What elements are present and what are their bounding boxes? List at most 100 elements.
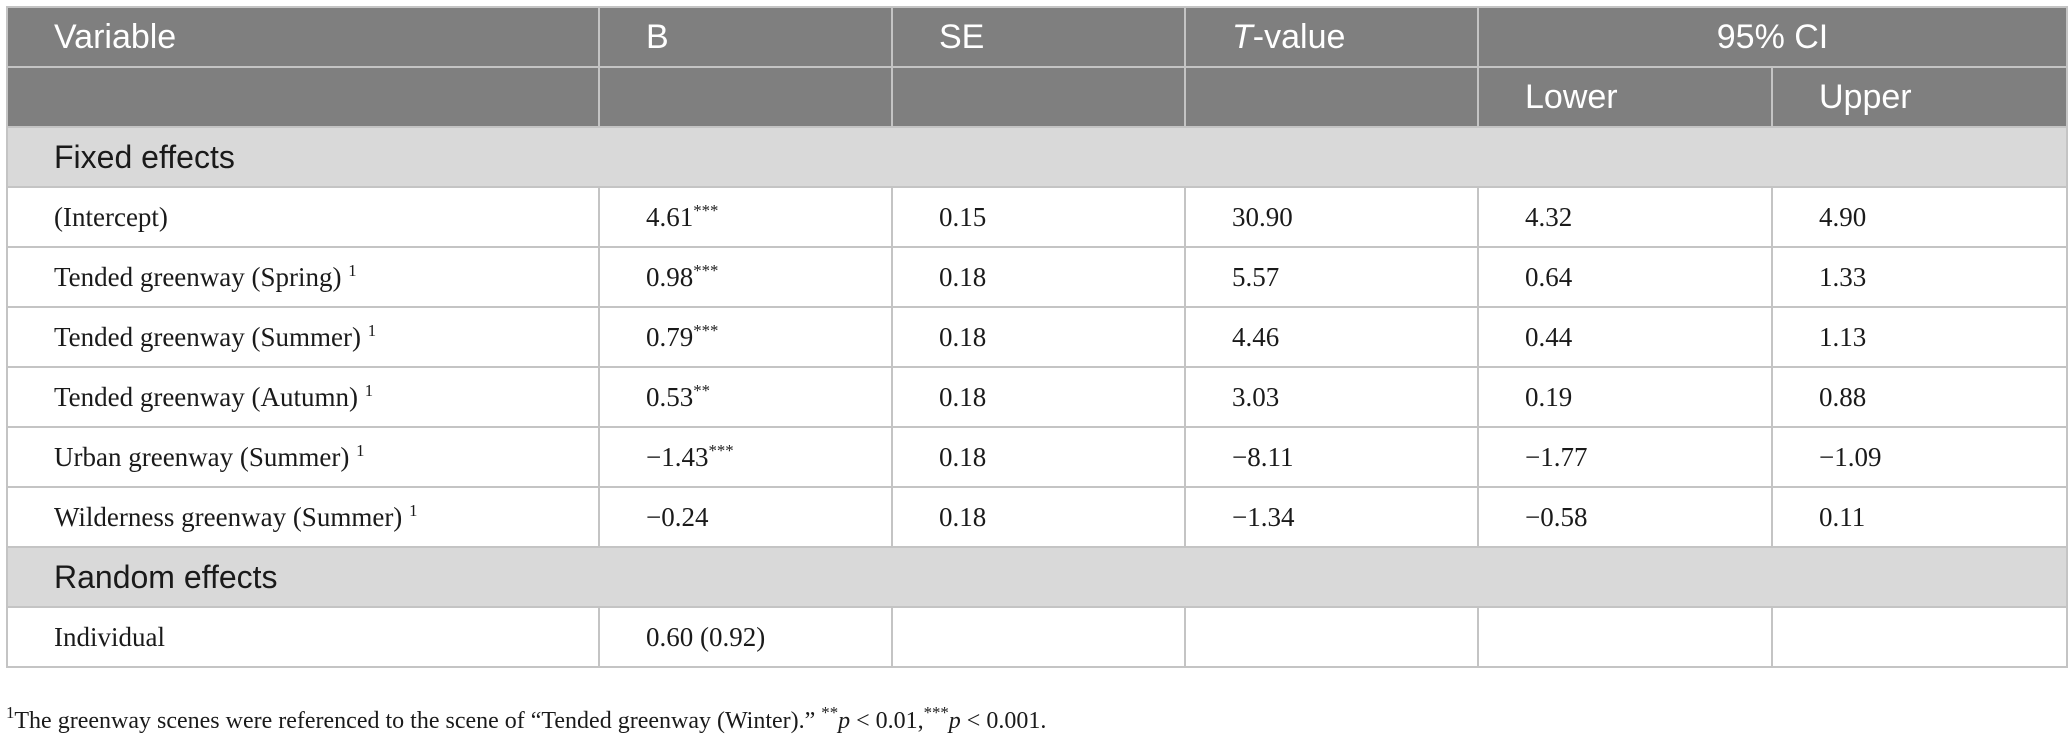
footnote-p1-stars: **	[821, 702, 839, 722]
header-empty-4	[1184, 66, 1479, 128]
cell-upper: 1.33	[1771, 246, 2068, 308]
variable-label: Tended greenway (Spring)	[54, 261, 349, 292]
cell-b: 4.61***	[598, 186, 893, 248]
section-label-random: Random effects	[6, 546, 2068, 608]
cell-se: 0.18	[891, 246, 1186, 308]
b-value: −1.43	[646, 441, 709, 472]
b-value: 4.61	[646, 201, 694, 232]
cell-lower: 4.32	[1477, 186, 1773, 248]
cell-se: 0.18	[891, 366, 1186, 428]
cell-lower: −1.77	[1477, 426, 1773, 488]
cell-se: 0.15	[891, 186, 1186, 248]
cell-lower	[1477, 606, 1773, 668]
header-t-rest: -value	[1252, 17, 1346, 56]
cell-variable: Tended greenway (Summer) 1	[6, 306, 600, 368]
cell-variable: Wilderness greenway (Summer) 1	[6, 486, 600, 548]
cell-se: 0.18	[891, 426, 1186, 488]
reference-marker: 1	[348, 260, 357, 280]
cell-b: 0.79***	[598, 306, 893, 368]
cell-lower: 0.44	[1477, 306, 1773, 368]
b-value: 0.98	[646, 261, 694, 292]
cell-lower: 0.64	[1477, 246, 1773, 308]
table-row: Individual 0.60 (0.92)	[6, 606, 2068, 668]
significance-stars: **	[693, 380, 710, 400]
header-row-1: Variable B SE T-value 95% CI	[6, 6, 2068, 68]
cell-upper: 0.11	[1771, 486, 2068, 548]
header-row-2: Lower Upper	[6, 66, 2068, 128]
cell-variable: Tended greenway (Spring) 1	[6, 246, 600, 308]
cell-lower: 0.19	[1477, 366, 1773, 428]
significance-stars: ***	[693, 200, 719, 220]
table-row: Tended greenway (Spring) 1 0.98*** 0.18 …	[6, 246, 2068, 308]
footnote-p2-rest: < 0.001.	[960, 708, 1047, 734]
header-empty-1	[6, 66, 600, 128]
header-variable: Variable	[6, 6, 600, 68]
reference-marker: 1	[364, 380, 374, 400]
table-footnote: 1The greenway scenes were referenced to …	[6, 704, 1047, 735]
cell-t: 3.03	[1184, 366, 1479, 428]
variable-label: (Intercept)	[54, 201, 168, 232]
cell-se: 0.18	[891, 486, 1186, 548]
results-table-container: Variable B SE T-value 95% CI Lower Upper…	[6, 6, 2068, 668]
table-row: Wilderness greenway (Summer) 1 −0.24 0.1…	[6, 486, 2068, 548]
cell-b: 0.53**	[598, 366, 893, 428]
footnote-p2-stars: ***	[923, 702, 949, 722]
significance-stars: ***	[693, 320, 719, 340]
b-value: 0.53	[646, 381, 694, 412]
cell-se	[891, 606, 1186, 668]
section-row-fixed: Fixed effects	[6, 126, 2068, 188]
table-row: Tended greenway (Autumn) 1 0.53** 0.18 3…	[6, 366, 2068, 428]
section-row-random: Random effects	[6, 546, 2068, 608]
cell-upper: −1.09	[1771, 426, 2068, 488]
table-row: Urban greenway (Summer) 1 −1.43*** 0.18 …	[6, 426, 2068, 488]
cell-b: −0.24	[598, 486, 893, 548]
footnote-p1-symbol: p	[838, 708, 851, 734]
cell-b: 0.98***	[598, 246, 893, 308]
variable-label: Tended greenway (Summer)	[54, 321, 368, 352]
results-table: Variable B SE T-value 95% CI Lower Upper…	[6, 6, 2068, 668]
reference-marker: 1	[409, 500, 418, 520]
variable-label: Wilderness greenway (Summer)	[54, 501, 410, 532]
b-value: −0.24	[646, 501, 709, 532]
header-ci: 95% CI	[1477, 6, 2068, 68]
header-t-value: T-value	[1184, 6, 1479, 68]
cell-t: 30.90	[1184, 186, 1479, 248]
cell-t: 5.57	[1184, 246, 1479, 308]
header-t-italic: T	[1232, 17, 1253, 56]
reference-marker: 1	[356, 440, 365, 460]
footnote-marker: 1	[6, 702, 15, 722]
footnote-text: The greenway scenes were referenced to t…	[14, 708, 822, 734]
variable-label: Urban greenway (Summer)	[54, 441, 357, 472]
section-label-fixed: Fixed effects	[6, 126, 2068, 188]
cell-se: 0.18	[891, 306, 1186, 368]
header-se: SE	[891, 6, 1186, 68]
cell-upper	[1771, 606, 2068, 668]
cell-upper: 0.88	[1771, 366, 2068, 428]
variable-label: Tended greenway (Autumn)	[54, 381, 365, 412]
cell-b: −1.43***	[598, 426, 893, 488]
footnote-p1-rest: < 0.01,	[850, 708, 924, 734]
header-b: B	[598, 6, 893, 68]
cell-t: −1.34	[1184, 486, 1479, 548]
cell-b: 0.60 (0.92)	[598, 606, 893, 668]
header-empty-3	[891, 66, 1186, 128]
cell-variable: Individual	[6, 606, 600, 668]
cell-t: −8.11	[1184, 426, 1479, 488]
table-row: (Intercept) 4.61*** 0.15 30.90 4.32 4.90	[6, 186, 2068, 248]
cell-lower: −0.58	[1477, 486, 1773, 548]
header-lower: Lower	[1477, 66, 1773, 128]
cell-t	[1184, 606, 1479, 668]
cell-upper: 1.13	[1771, 306, 2068, 368]
header-empty-2	[598, 66, 893, 128]
reference-marker: 1	[367, 320, 377, 340]
cell-t: 4.46	[1184, 306, 1479, 368]
b-value: 0.79	[646, 321, 694, 352]
cell-variable: (Intercept)	[6, 186, 600, 248]
header-upper: Upper	[1771, 66, 2068, 128]
table-row: Tended greenway (Summer) 1 0.79*** 0.18 …	[6, 306, 2068, 368]
cell-upper: 4.90	[1771, 186, 2068, 248]
cell-variable: Urban greenway (Summer) 1	[6, 426, 600, 488]
significance-stars: ***	[708, 440, 734, 460]
cell-variable: Tended greenway (Autumn) 1	[6, 366, 600, 428]
footnote-p2-symbol: p	[948, 708, 961, 734]
